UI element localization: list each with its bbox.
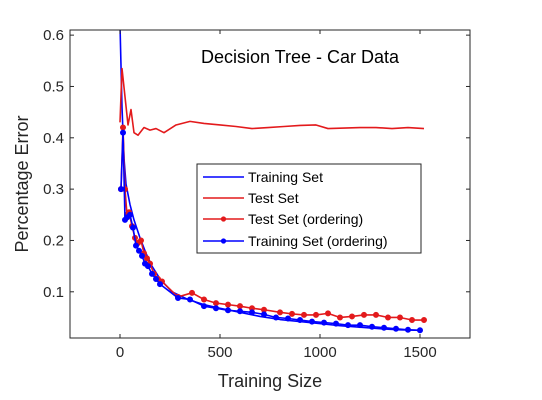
data-point bbox=[308, 318, 315, 325]
data-point bbox=[284, 315, 291, 322]
series-2 bbox=[119, 67, 425, 137]
y-tick-label: 0.3 bbox=[43, 181, 64, 198]
y-tick-label: 0.6 bbox=[43, 27, 64, 44]
data-point bbox=[200, 296, 207, 303]
data-point bbox=[143, 255, 150, 262]
data-point bbox=[420, 317, 427, 324]
data-point bbox=[260, 311, 267, 318]
legend-marker bbox=[220, 238, 227, 244]
data-point bbox=[320, 319, 327, 326]
y-tick-label: 0.1 bbox=[43, 284, 64, 301]
data-point bbox=[348, 313, 355, 320]
data-point bbox=[148, 270, 155, 277]
data-point bbox=[312, 311, 319, 318]
data-point bbox=[135, 247, 142, 254]
y-tick-label: 0.5 bbox=[43, 78, 64, 95]
data-point bbox=[272, 314, 279, 321]
data-point bbox=[212, 305, 219, 312]
data-point bbox=[137, 237, 144, 244]
data-point bbox=[127, 211, 134, 218]
data-point bbox=[416, 327, 423, 334]
data-point bbox=[408, 317, 415, 324]
data-point bbox=[380, 324, 387, 331]
legend-marker bbox=[220, 216, 227, 222]
y-axis-label: Percentage Error bbox=[12, 115, 32, 252]
legend-entry-label: Test Set (ordering) bbox=[248, 211, 363, 227]
series-layer bbox=[118, 30, 427, 334]
data-point bbox=[276, 309, 283, 316]
legend-entry-label: Training Set bbox=[248, 169, 323, 185]
tick-layer: 0 500 1000 1500 0.1 0.2 0.3 0.4 0.5 0.6 bbox=[43, 27, 470, 361]
data-point bbox=[118, 186, 125, 193]
data-point bbox=[392, 325, 399, 332]
data-point bbox=[132, 242, 139, 249]
data-point bbox=[296, 317, 303, 324]
data-point bbox=[396, 314, 403, 321]
x-tick-label: 0 bbox=[116, 344, 124, 361]
data-point bbox=[368, 323, 375, 330]
series-line bbox=[119, 67, 425, 137]
data-point bbox=[332, 320, 339, 327]
data-point bbox=[288, 310, 295, 317]
x-axis-label: Training Size bbox=[218, 371, 322, 391]
x-tick-label: 500 bbox=[207, 344, 232, 361]
legend-box bbox=[196, 163, 422, 254]
data-point bbox=[152, 275, 159, 282]
data-point bbox=[156, 281, 163, 288]
data-point bbox=[236, 303, 243, 310]
data-point bbox=[404, 326, 411, 333]
plot-frame bbox=[69, 29, 471, 339]
y-tick-label: 0.4 bbox=[43, 130, 64, 147]
x-tick-label: 1500 bbox=[403, 344, 436, 361]
data-point bbox=[144, 263, 151, 270]
data-point bbox=[356, 322, 363, 329]
data-point bbox=[236, 308, 243, 315]
legend-entry-label: Test Set bbox=[248, 190, 299, 206]
x-tick-label: 1000 bbox=[303, 344, 336, 361]
data-point bbox=[212, 300, 219, 307]
data-point bbox=[120, 129, 127, 136]
data-point bbox=[372, 311, 379, 318]
data-point bbox=[360, 311, 367, 318]
series-4 bbox=[118, 129, 423, 334]
data-point bbox=[200, 303, 207, 310]
data-point bbox=[384, 314, 391, 321]
data-point bbox=[188, 289, 195, 296]
data-point bbox=[138, 252, 145, 259]
y-tick-label: 0.2 bbox=[43, 232, 64, 249]
data-point bbox=[248, 309, 255, 316]
chart-title: Decision Tree - Car Data bbox=[201, 47, 400, 67]
data-point bbox=[344, 322, 351, 329]
data-point bbox=[336, 314, 343, 321]
legend: Training Set Test Set Test Set (ordering) T… bbox=[196, 163, 422, 254]
data-point bbox=[224, 307, 231, 314]
legend-entry-label: Training Set (ordering) bbox=[248, 233, 388, 249]
data-point bbox=[174, 294, 181, 301]
data-point bbox=[129, 224, 136, 231]
data-point bbox=[324, 310, 331, 317]
data-point bbox=[186, 296, 193, 303]
data-point bbox=[224, 301, 231, 308]
data-point bbox=[300, 311, 307, 318]
data-point bbox=[120, 124, 127, 131]
